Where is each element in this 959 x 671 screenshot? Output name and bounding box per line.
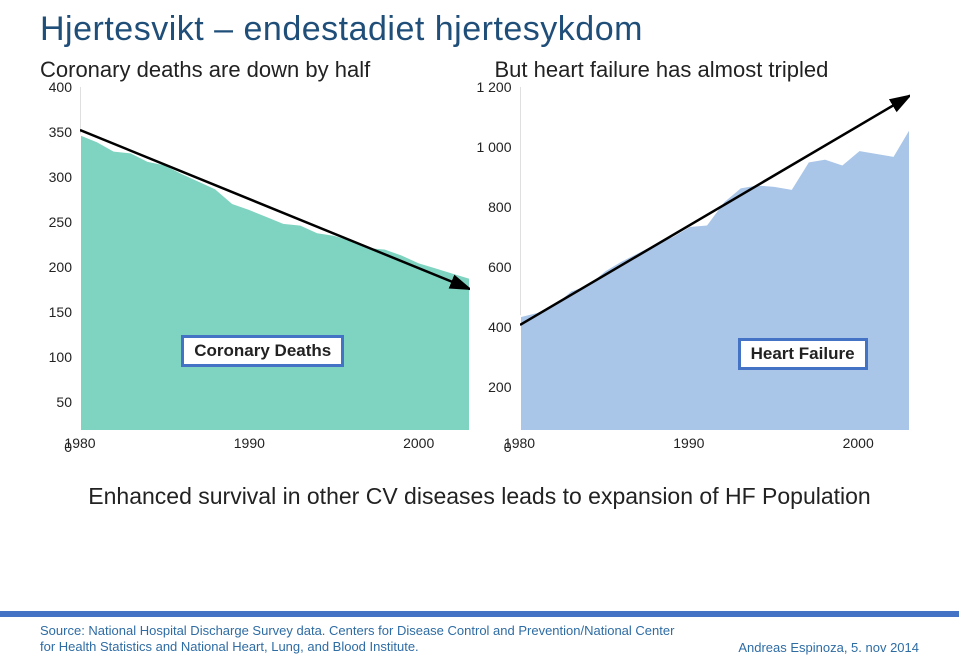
source-text: Source: National Hospital Discharge Surv… bbox=[40, 623, 690, 656]
chart-heart-failure: 02004006008001 0001 200 Heart Failure 19… bbox=[480, 87, 920, 447]
x-tick: 2000 bbox=[843, 435, 874, 451]
y-tick: 1 000 bbox=[476, 139, 511, 155]
y-tick: 250 bbox=[49, 214, 72, 230]
y-tick: 300 bbox=[49, 169, 72, 185]
y-tick: 800 bbox=[488, 199, 511, 215]
y-tick: 200 bbox=[49, 259, 72, 275]
y-tick: 350 bbox=[49, 124, 72, 140]
chart-row: 050100150200250300350400 Coronary Deaths… bbox=[40, 87, 919, 447]
summary-text: Enhanced survival in other CV diseases l… bbox=[40, 483, 919, 510]
chart-coronary-deaths: 050100150200250300350400 Coronary Deaths… bbox=[40, 87, 480, 447]
x-tick: 1980 bbox=[504, 435, 535, 451]
footer: Source: National Hospital Discharge Surv… bbox=[0, 611, 959, 671]
y-axis-right: 02004006008001 0001 200 bbox=[472, 87, 512, 447]
x-tick: 1990 bbox=[673, 435, 704, 451]
subtitle-right: But heart failure has almost tripled bbox=[465, 57, 920, 83]
y-tick: 50 bbox=[56, 394, 72, 410]
x-tick: 1990 bbox=[234, 435, 265, 451]
author-text: Andreas Espinoza, 5. nov 2014 bbox=[738, 640, 919, 655]
y-tick: 200 bbox=[488, 379, 511, 395]
y-axis-left: 050100150200250300350400 bbox=[32, 87, 72, 447]
slide: Hjertesvikt – endestadiet hjertesykdom C… bbox=[0, 0, 959, 671]
series-label: Coronary Deaths bbox=[181, 335, 344, 367]
x-tick: 2000 bbox=[403, 435, 434, 451]
x-axis-left: 198019902000 bbox=[80, 435, 470, 451]
y-tick: 400 bbox=[49, 79, 72, 95]
x-axis-right: 198019902000 bbox=[520, 435, 910, 451]
page-title: Hjertesvikt – endestadiet hjertesykdom bbox=[40, 10, 919, 49]
y-tick: 100 bbox=[49, 349, 72, 365]
plot-area-right: Heart Failure bbox=[520, 87, 910, 431]
y-tick: 150 bbox=[49, 304, 72, 320]
y-tick: 400 bbox=[488, 319, 511, 335]
plot-area-left: Coronary Deaths bbox=[80, 87, 470, 431]
x-tick: 1980 bbox=[64, 435, 95, 451]
subtitle-left: Coronary deaths are down by half bbox=[40, 57, 465, 83]
y-tick: 600 bbox=[488, 259, 511, 275]
series-label: Heart Failure bbox=[738, 338, 868, 370]
y-tick: 1 200 bbox=[476, 79, 511, 95]
